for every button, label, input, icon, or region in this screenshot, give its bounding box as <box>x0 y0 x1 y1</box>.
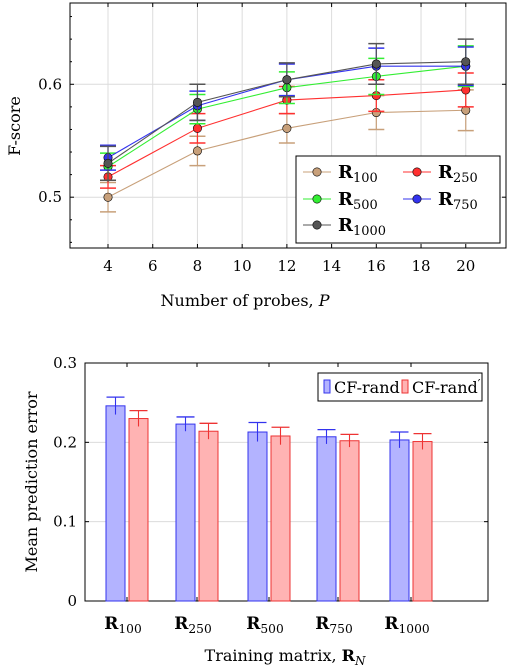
legend-entry-CF-rand′: CF-rand′ <box>412 377 481 397</box>
legend-entry-R750: R750 <box>438 189 478 213</box>
top-plot-frame <box>69 2 507 249</box>
legend-entry-R1000: R1000 <box>338 215 386 239</box>
bar-CF-rand <box>316 436 337 602</box>
bottom-y-tick-label: 0.3 <box>53 354 77 372</box>
data-point <box>461 57 471 67</box>
legend-swatch-marker <box>312 220 322 230</box>
bottom-y-axis-label: Mean prediction error <box>22 391 41 572</box>
legend-swatch-bar <box>323 379 331 394</box>
series-R1000 <box>100 38 474 182</box>
legend-entry-CF-rand: CF-rand <box>334 378 400 397</box>
bar-CF-rand′ <box>270 435 291 602</box>
legend-entry-R500: R500 <box>338 189 378 213</box>
bottom-legend-box <box>317 372 483 402</box>
bottom-x-tick-label: R1000 <box>384 614 429 636</box>
bottom-x-tick-label: R500 <box>246 614 284 636</box>
top-x-tick-label: 20 <box>456 257 475 275</box>
top-x-tick-label: 10 <box>233 257 252 275</box>
bar-CF-rand′ <box>339 440 360 602</box>
data-point <box>103 158 113 168</box>
data-point <box>103 192 113 202</box>
data-point <box>282 123 292 133</box>
top-series <box>100 38 474 213</box>
bar-CF-rand <box>389 439 410 602</box>
top-x-tick-label: 8 <box>193 257 203 275</box>
top-legend: R100 R250 R500 R750 R1000 <box>295 155 501 244</box>
bar-CF-rand <box>105 405 126 602</box>
data-point <box>282 75 292 85</box>
bar-CF-rand′ <box>412 441 433 602</box>
bar-CF-rand′ <box>198 430 219 602</box>
top-x-tick-label: 18 <box>411 257 430 275</box>
legend-swatch-marker <box>412 194 422 204</box>
bottom-ticks: 0 0.1 0.2 0.3 R100 R250 R500 R750 R1000 <box>53 354 488 636</box>
legend-entry-R250: R250 <box>438 162 478 186</box>
bottom-x-tick-label: R100 <box>104 614 142 636</box>
bottom-y-tick-label: 0 <box>67 592 77 610</box>
top-x-tick-label: 16 <box>367 257 386 275</box>
legend-entry-R100: R100 <box>338 162 378 186</box>
legend-swatch-marker <box>312 167 322 177</box>
legend-swatch-marker <box>312 194 322 204</box>
bottom-x-tick-label: R250 <box>174 614 212 636</box>
top-x-tick-label: 14 <box>322 257 341 275</box>
top-x-axis-label: Number of probes, P <box>161 291 330 310</box>
top-x-tick-label: 12 <box>277 257 296 275</box>
bottom-y-tick-label: 0.2 <box>53 433 77 451</box>
legend-swatch-bar <box>401 379 409 394</box>
bottom-legend: CF-rand CF-rand′ <box>317 372 483 402</box>
legend-swatch-marker <box>412 167 422 177</box>
bar-CF-rand <box>247 431 268 602</box>
bottom-bars <box>105 396 433 602</box>
bar-CF-rand <box>175 423 196 602</box>
top-ticks: 4 6 8 10 12 14 16 18 20 0.5 0.6 <box>38 3 506 275</box>
top-y-tick-label: 0.6 <box>38 75 62 93</box>
data-point <box>192 146 202 156</box>
data-point <box>192 123 202 133</box>
bar-CF-rand′ <box>128 418 149 602</box>
bottom-x-tick-label: R750 <box>315 614 353 636</box>
top-y-axis-label: F-score <box>5 96 24 156</box>
top-x-tick-label: 6 <box>148 257 158 275</box>
top-x-tick-label: 4 <box>103 257 113 275</box>
bottom-x-axis-label: Training matrix, RN <box>205 646 366 668</box>
data-point <box>192 97 202 107</box>
bottom-y-tick-label: 0.1 <box>53 513 77 531</box>
top-y-tick-label: 0.5 <box>38 188 62 206</box>
data-point <box>371 59 381 69</box>
